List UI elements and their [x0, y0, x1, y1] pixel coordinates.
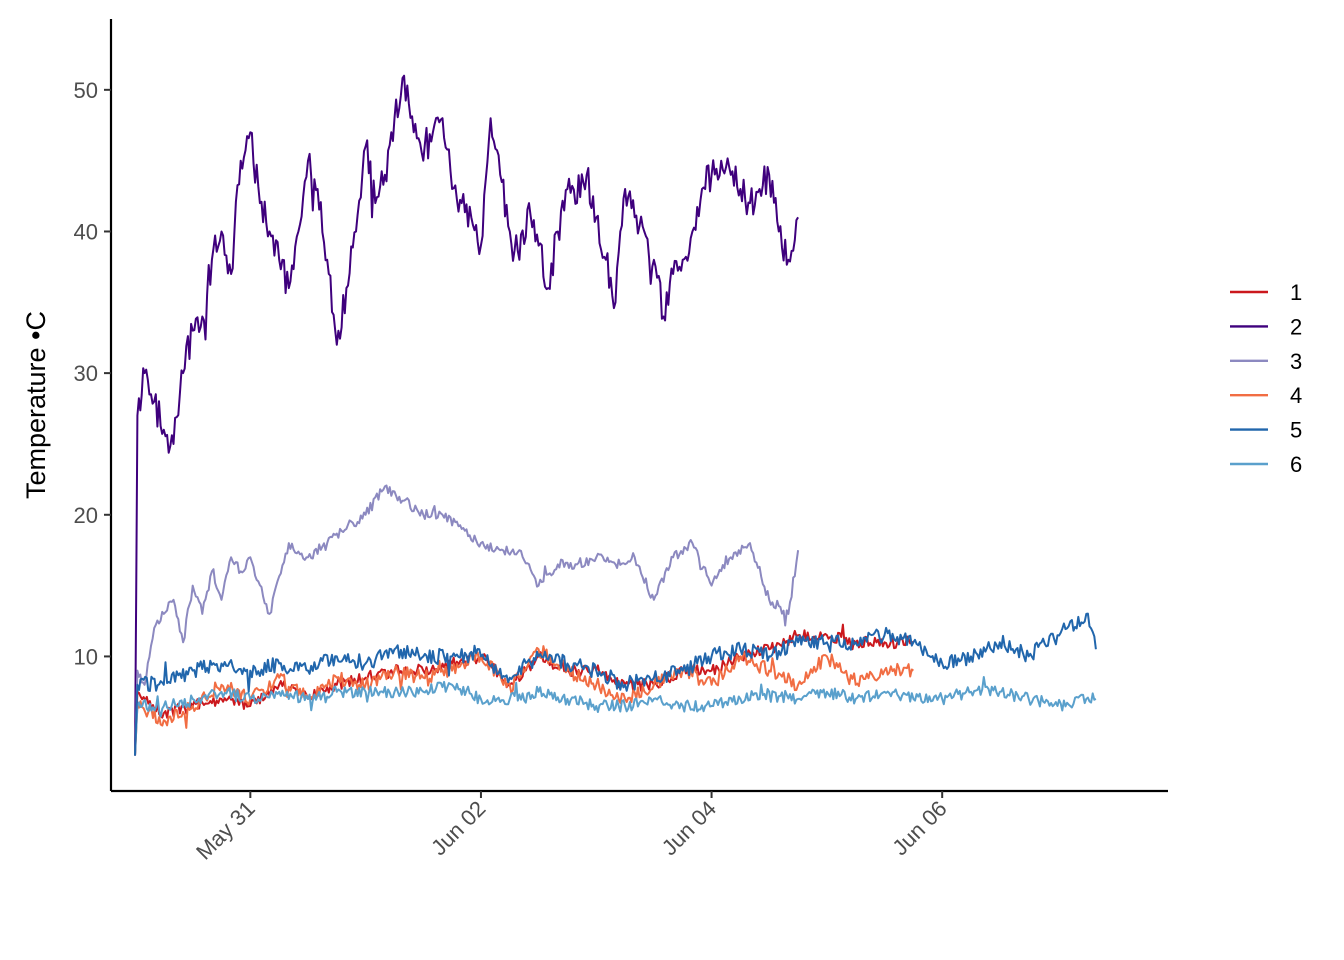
series-line-4 — [134, 645, 914, 756]
series-line-2 — [134, 74, 799, 756]
x-tick-label: Jun 02 — [426, 796, 490, 860]
x-axis-ticks: May 31 Jun 02 Jun 04 Jun 06 — [191, 791, 952, 865]
y-tick-label: 50 — [74, 78, 98, 103]
y-tick-label: 20 — [74, 503, 98, 528]
y-axis-ticks: 10 20 30 40 50 — [74, 78, 111, 669]
y-tick-label: 30 — [74, 361, 98, 386]
y-tick-label: 40 — [74, 219, 98, 244]
series-line-3 — [134, 484, 800, 756]
y-tick-label: 10 — [74, 644, 98, 669]
legend-label-5: 5 — [1290, 418, 1302, 443]
y-axis-title: Temperature •C — [21, 311, 51, 499]
series-layer — [134, 74, 1097, 756]
x-tick-label: Jun 06 — [887, 796, 951, 860]
series-line-6 — [134, 676, 1097, 756]
legend-label-3: 3 — [1290, 349, 1302, 374]
series-line-5 — [134, 612, 1097, 756]
x-tick-label: Jun 04 — [657, 796, 721, 860]
legend: 1 2 3 4 5 6 — [1230, 280, 1302, 477]
legend-label-4: 4 — [1290, 383, 1302, 408]
legend-label-2: 2 — [1290, 314, 1302, 339]
x-tick-label: May 31 — [191, 796, 260, 865]
legend-label-6: 6 — [1290, 452, 1302, 477]
legend-label-1: 1 — [1290, 280, 1302, 305]
